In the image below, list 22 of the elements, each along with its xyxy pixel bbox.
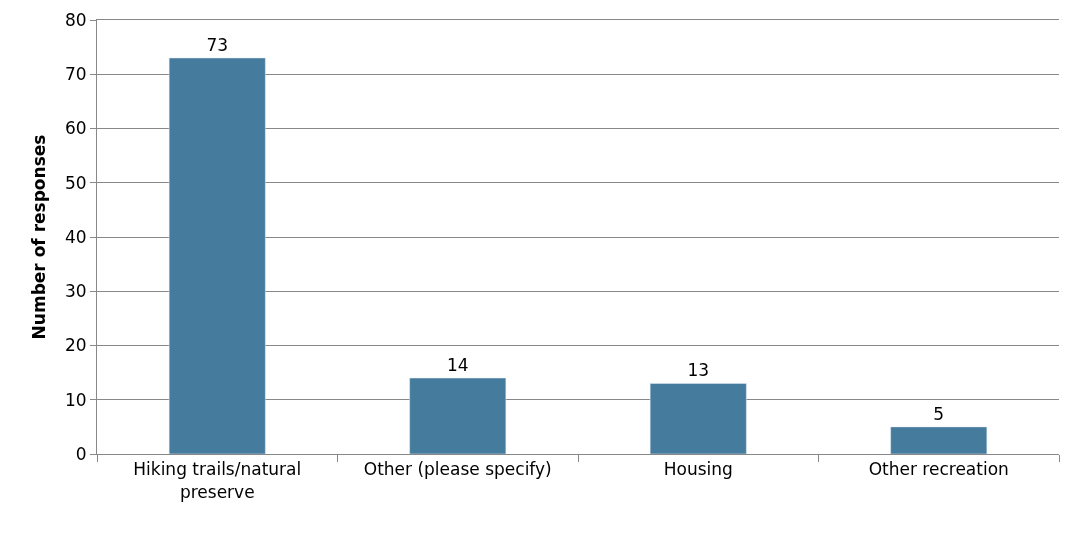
y-tick-label: 50 <box>64 172 87 193</box>
data-label: 14 <box>446 355 469 376</box>
y-tick-label: 20 <box>64 335 87 356</box>
bar <box>168 57 266 454</box>
bar <box>890 426 988 454</box>
y-tick-label: 0 <box>75 443 87 464</box>
bar <box>409 377 507 454</box>
x-tick-label: Housing <box>663 459 733 480</box>
y-tick-label: 80 <box>64 9 87 30</box>
y-tick-label: 70 <box>64 64 87 85</box>
x-tick-label: Other (please specify) <box>363 459 552 480</box>
data-label: 73 <box>206 34 229 55</box>
y-tick-label: 10 <box>64 389 87 410</box>
x-tick-label: Other recreation <box>868 459 1009 480</box>
y-tick-label: 40 <box>64 226 87 247</box>
x-tick-label: Hiking trails/natural preserve <box>133 459 302 502</box>
y-axis-title: Number of responses <box>28 134 49 340</box>
data-label: 5 <box>933 403 945 424</box>
data-label: 13 <box>687 360 710 381</box>
y-tick-label: 30 <box>64 281 87 302</box>
y-tick-label: 60 <box>64 118 87 139</box>
bar <box>649 383 747 454</box>
